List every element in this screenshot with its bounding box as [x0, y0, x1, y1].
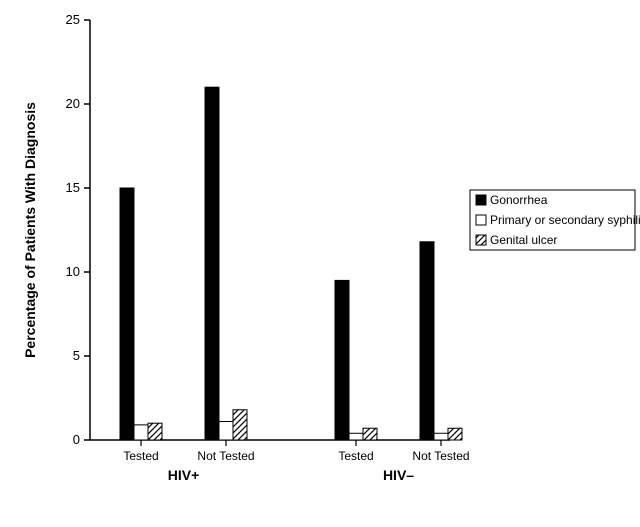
bar — [448, 428, 462, 440]
bar — [219, 422, 233, 440]
bar — [134, 425, 148, 440]
legend-label: Gonorrhea — [490, 193, 548, 207]
y-tick-label: 20 — [66, 96, 80, 111]
bar-chart: 0 5 10 15 20 25 Percentage of Patients With Di… — [0, 0, 640, 527]
bar — [349, 433, 363, 440]
chart-container: 0 5 10 15 20 25 Percentage of Patients With Di… — [0, 0, 640, 527]
y-tick-label: 15 — [66, 180, 80, 195]
bar — [363, 428, 377, 440]
y-axis-label: Percentage of Patients With Diagnosis — [22, 102, 38, 358]
y-tick-label: 25 — [66, 12, 80, 27]
group-label: HIV+ — [168, 467, 200, 483]
legend-label: Genital ulcer — [490, 233, 557, 247]
legend-label: Primary or secondary syphilis — [490, 213, 640, 227]
y-tick-label: 0 — [73, 432, 80, 447]
bar — [205, 87, 219, 440]
bar — [233, 410, 247, 440]
category-label: Not Tested — [412, 449, 469, 463]
category-label: Not Tested — [197, 449, 254, 463]
bar — [434, 433, 448, 440]
bar — [148, 423, 162, 440]
legend-swatch — [476, 195, 486, 205]
bar — [120, 188, 134, 440]
y-tick-label: 5 — [73, 348, 80, 363]
bar — [335, 280, 349, 440]
legend-swatch — [476, 235, 486, 245]
y-tick-label: 10 — [66, 264, 80, 279]
category-label: Tested — [338, 449, 373, 463]
category-label: Tested — [123, 449, 158, 463]
group-label: HIV– — [383, 467, 414, 483]
legend-swatch — [476, 215, 486, 225]
bar — [420, 242, 434, 440]
